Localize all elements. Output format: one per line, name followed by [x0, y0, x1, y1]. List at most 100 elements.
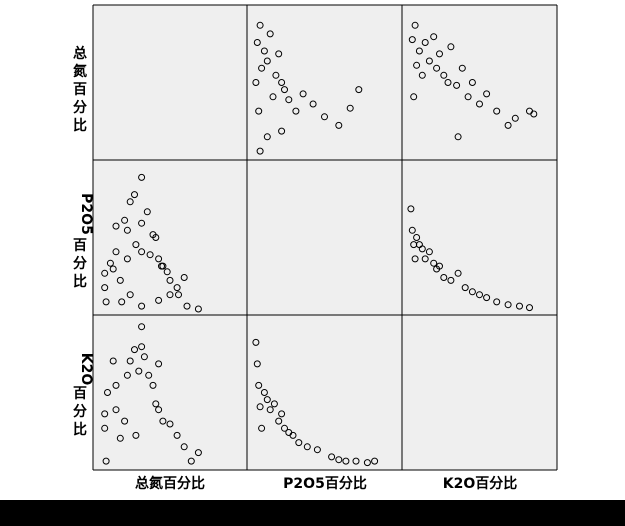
point-r0-c1 [299, 90, 307, 98]
point-r0-c2 [413, 61, 421, 69]
point-r0-c2 [418, 71, 426, 79]
point-r0-c2 [493, 107, 501, 115]
point-r2-c1 [289, 431, 297, 439]
point-r2-c1 [352, 457, 360, 465]
point-r1-c0 [138, 248, 146, 256]
panel-1-1 [247, 160, 402, 315]
row-label-1-rotated: P2O5 [78, 193, 94, 235]
point-r1-c2 [436, 262, 443, 270]
point-r1-c2 [461, 284, 469, 292]
point-r2-c1 [335, 456, 343, 464]
row-label-1-char: 百 [73, 238, 87, 254]
row-label-0-char: 百 [73, 82, 87, 98]
panel-0-1 [247, 5, 402, 160]
point-r2-c1 [275, 417, 283, 425]
point-r2-c1 [303, 443, 311, 451]
point-r2-c0 [112, 381, 120, 389]
point-r2-c0 [187, 457, 195, 465]
point-r2-c0 [140, 353, 148, 361]
panel-1-0 [93, 160, 247, 315]
point-r0-c2 [530, 110, 538, 118]
point-r2-c0 [149, 381, 157, 389]
point-r1-c2 [430, 259, 438, 267]
point-r2-c0 [155, 406, 163, 414]
point-r0-c1 [256, 147, 264, 155]
point-r1-c0 [138, 219, 146, 227]
panel-2-1 [247, 315, 402, 470]
point-r2-c1 [256, 403, 264, 411]
point-r2-c1 [328, 453, 336, 461]
point-r2-c1 [260, 389, 268, 396]
row-label-0: 总 氮 百 分 比 [72, 45, 87, 134]
point-r1-c2 [421, 255, 429, 263]
point-r0-c1 [269, 93, 277, 101]
point-r1-c0 [155, 296, 163, 304]
point-r2-c0 [132, 431, 140, 439]
point-r0-c1 [263, 133, 271, 141]
point-r2-c1 [278, 410, 286, 418]
row-label-0-char: 总 [73, 45, 87, 62]
matrix-grid-lines [92, 4, 558, 471]
point-r1-c0 [101, 284, 109, 292]
point-r0-c1 [266, 30, 274, 38]
panel-0-2 [402, 5, 557, 160]
point-r0-c2 [440, 71, 448, 79]
point-r0-c1 [253, 39, 261, 46]
point-r1-c0 [123, 255, 131, 263]
point-r1-c0 [146, 251, 154, 259]
point-r1-c2 [476, 291, 483, 299]
row-label-1-char: 比 [73, 273, 87, 290]
point-r2-c0 [112, 406, 120, 414]
row-label-0-char: 氮 [72, 63, 87, 80]
point-r2-c1 [266, 406, 274, 414]
point-r0-c2 [464, 93, 472, 101]
row-label-1-char: 分 [73, 256, 87, 272]
point-r1-c2 [516, 302, 523, 310]
point-r0-c1 [281, 86, 288, 94]
point-r0-c2 [504, 121, 512, 129]
point-r2-c1 [281, 424, 288, 432]
point-r1-c0 [183, 302, 191, 310]
point-r0-c1 [278, 127, 286, 135]
point-r0-c2 [454, 133, 462, 141]
row-label-2: K2O 百 分 比 [73, 353, 94, 438]
point-r1-c2 [447, 276, 455, 284]
point-r0-c2 [436, 50, 443, 58]
point-r1-c0 [123, 226, 131, 234]
point-r1-c0 [163, 268, 171, 276]
point-r1-c2 [468, 288, 476, 296]
point-r0-c2 [483, 90, 491, 98]
point-r2-c0 [155, 360, 163, 368]
point-r2-c1 [313, 446, 321, 454]
matrix-panels [93, 5, 557, 470]
point-r1-c2 [411, 255, 419, 263]
row-label-2-char: 分 [73, 404, 87, 420]
point-r2-c1 [263, 396, 271, 404]
column-label-2: K2O百分比 [443, 475, 518, 492]
point-r1-c0 [173, 284, 181, 292]
point-r2-c1 [252, 338, 260, 346]
point-r0-c2 [458, 64, 466, 72]
point-r0-c2 [511, 114, 519, 122]
point-r0-c1 [355, 86, 363, 94]
point-r1-c0 [112, 222, 120, 230]
point-r2-c0 [109, 357, 117, 365]
point-r1-c2 [418, 245, 426, 253]
point-r1-c2 [504, 301, 512, 309]
point-r2-c0 [138, 343, 146, 351]
point-r2-c0 [123, 371, 131, 379]
point-r0-c2 [476, 100, 483, 108]
point-r0-c1 [252, 79, 260, 86]
point-r1-c0 [175, 291, 182, 299]
point-r2-c0 [152, 400, 160, 408]
point-r1-c0 [121, 216, 129, 224]
point-r1-c0 [138, 302, 146, 310]
point-r1-c0 [180, 274, 188, 281]
point-r2-c0 [102, 457, 110, 465]
point-r2-c0 [101, 424, 109, 432]
point-r0-c1 [260, 47, 268, 55]
point-r0-c1 [292, 107, 300, 115]
panel-1-2 [402, 160, 557, 315]
point-r1-c0 [112, 248, 120, 256]
panel-2-0 [93, 315, 247, 470]
